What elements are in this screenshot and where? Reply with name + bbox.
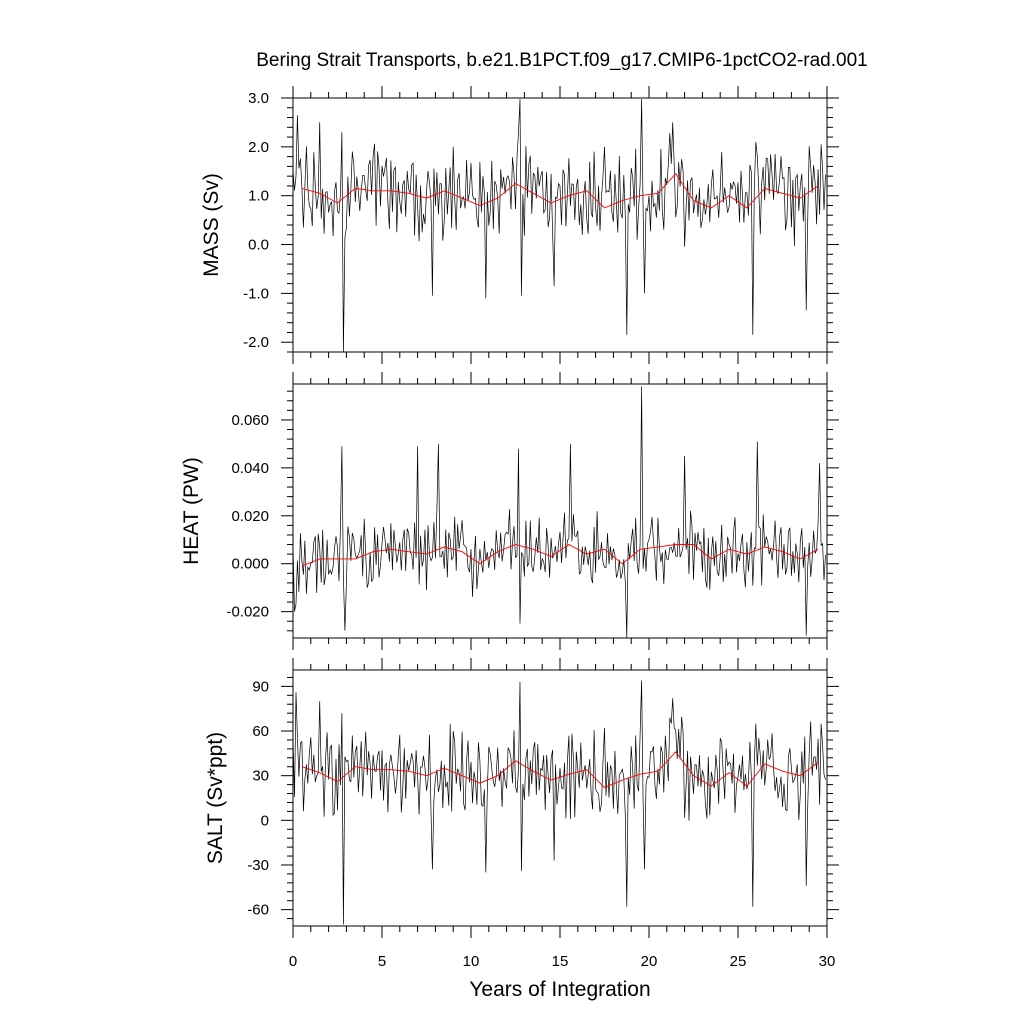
y-tick-label-salt: 30: [252, 768, 269, 785]
panel-salt: 90 60 30 0 -30 -60 SALT (Sv*ppt) 0 5 10 15 20 25 30: [204, 658, 839, 970]
x-tick-label: 10: [463, 953, 480, 970]
series-monthly-heat: [292, 386, 826, 639]
x-tick-label: 0: [289, 953, 297, 970]
y-tick-label-heat: 0.060: [231, 412, 269, 429]
y-tick-label-mass: 0.0: [248, 237, 269, 254]
y-tick-label-heat: -0.020: [226, 604, 269, 621]
y-tick-label-heat: 0.040: [231, 460, 269, 477]
y-tick-label-mass: 3.0: [248, 90, 269, 107]
y-tick-label-salt: -60: [247, 902, 269, 919]
x-tick-label: 5: [378, 953, 386, 970]
y-tick-label-mass: 1.0: [248, 188, 269, 205]
plot-frame-heat: [292, 383, 828, 639]
y-axis-title-heat: HEAT (PW): [180, 457, 203, 565]
series-annual-salt: [301, 751, 819, 789]
y-tick-label-salt: 0: [261, 812, 269, 829]
series-monthly-salt: [292, 680, 826, 925]
x-tick-label: 30: [819, 953, 836, 970]
chart-title: Bering Strait Transports, b.e21.B1PCT.f0…: [256, 50, 867, 71]
y-tick-label-salt: -30: [247, 857, 269, 874]
x-axis-title: Years of Integration: [469, 978, 650, 1001]
series-annual-heat: [301, 543, 819, 567]
y-tick-label-heat: 0.020: [231, 508, 269, 525]
y-axis-title-mass: MASS (Sv): [200, 173, 223, 277]
y-tick-label-mass: -1.0: [243, 285, 269, 302]
y-tick-label-mass: 2.0: [248, 139, 269, 156]
y-tick-label-mass: -2.0: [243, 334, 269, 351]
y-tick-label-salt: 90: [252, 678, 269, 695]
y-axis-title-salt: SALT (Sv*ppt): [204, 732, 227, 864]
x-tick-label: 20: [641, 953, 658, 970]
series-monthly-mass: [292, 98, 826, 353]
plot-frame-salt: [292, 669, 828, 927]
y-tick-label-heat: 0.000: [231, 556, 269, 573]
x-tick-label: 15: [552, 953, 569, 970]
y-tick-label-salt: 60: [252, 723, 269, 740]
panel-heat: 0.060 0.040 0.020 0.000 -0.020 HEAT (PW): [180, 372, 839, 650]
plot-frame-mass: [292, 97, 828, 353]
x-tick-label: 25: [730, 953, 747, 970]
series-annual-mass: [301, 172, 819, 209]
panel-mass: 3.0 2.0 1.0 0.0 -1.0 -2.0 MASS (Sv): [200, 86, 839, 364]
